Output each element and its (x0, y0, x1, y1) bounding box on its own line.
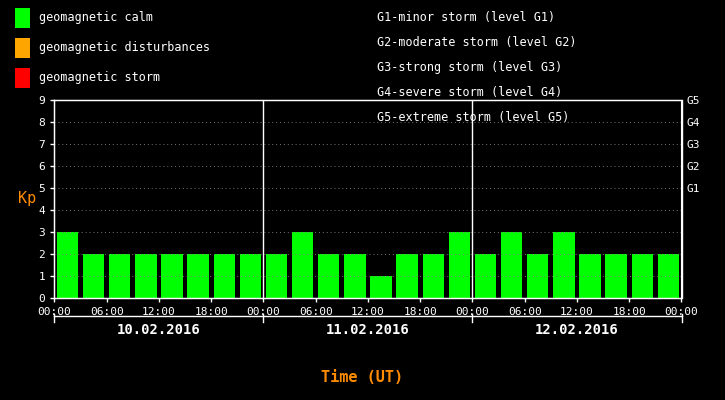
Bar (658, 254, 679, 298)
Bar (631, 254, 653, 298)
Bar (370, 276, 392, 298)
Bar (83, 254, 104, 298)
Bar (553, 232, 575, 298)
Bar (292, 232, 313, 298)
Text: 12.02.2016: 12.02.2016 (535, 323, 619, 337)
Text: G5-extreme storm (level G5): G5-extreme storm (level G5) (377, 111, 569, 124)
Text: 11.02.2016: 11.02.2016 (326, 323, 410, 337)
Bar (605, 254, 627, 298)
Bar (161, 254, 183, 298)
Bar (57, 232, 78, 298)
Bar (579, 254, 601, 298)
Bar (344, 254, 365, 298)
Text: geomagnetic disturbances: geomagnetic disturbances (39, 42, 210, 54)
Bar (397, 254, 418, 298)
Bar (501, 232, 523, 298)
Bar (318, 254, 339, 298)
Text: geomagnetic storm: geomagnetic storm (39, 72, 160, 84)
Bar (266, 254, 287, 298)
Bar (109, 254, 130, 298)
Text: G2-moderate storm (level G2): G2-moderate storm (level G2) (377, 36, 576, 49)
Text: 10.02.2016: 10.02.2016 (117, 323, 201, 337)
Bar (213, 254, 235, 298)
Bar (423, 254, 444, 298)
Text: G4-severe storm (level G4): G4-severe storm (level G4) (377, 86, 563, 99)
Bar (135, 254, 157, 298)
Bar (449, 232, 470, 298)
Y-axis label: Kp: Kp (18, 192, 36, 206)
Text: geomagnetic calm: geomagnetic calm (39, 12, 153, 24)
Text: G1-minor storm (level G1): G1-minor storm (level G1) (377, 12, 555, 24)
Text: G3-strong storm (level G3): G3-strong storm (level G3) (377, 61, 563, 74)
Bar (475, 254, 496, 298)
Bar (527, 254, 549, 298)
Bar (240, 254, 261, 298)
Bar (187, 254, 209, 298)
Text: Time (UT): Time (UT) (321, 370, 404, 386)
